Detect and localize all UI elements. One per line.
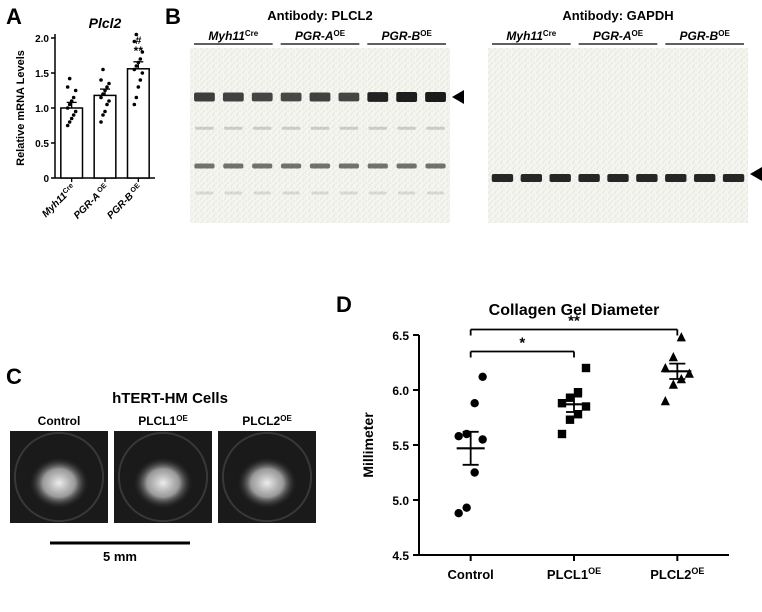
svg-text:Plcl2: Plcl2 [89,15,122,31]
svg-text:**: ** [134,44,144,58]
svg-text:PGR-B OE: PGR-B OE [105,182,145,222]
svg-text:6.5: 6.5 [392,329,409,343]
panel-d-label: D [336,292,352,318]
svg-text:PLCL2OE: PLCL2OE [650,566,704,582]
svg-text:PGR-AOE: PGR-AOE [295,29,346,44]
svg-text:5.5: 5.5 [392,439,409,453]
panel-b-label: B [165,4,181,30]
svg-text:6.0: 6.0 [392,384,409,398]
svg-text:1.0: 1.0 [35,104,49,115]
svg-text:Antibody: PLCL2: Antibody: PLCL2 [267,8,372,23]
panel-a-chart: Plcl200.51.01.52.0Relative mRNA LevelsMy… [10,10,165,275]
svg-text:Relative mRNA Levels: Relative mRNA Levels [15,50,27,166]
svg-text:Control: Control [448,567,494,582]
svg-text:*: * [519,335,525,352]
panel-c-label: C [6,364,22,390]
svg-text:Myh11Cre: Myh11Cre [208,29,258,44]
svg-text:Myh11Cre: Myh11Cre [506,29,556,44]
svg-text:0: 0 [43,174,49,185]
svg-text:4.5: 4.5 [392,549,409,563]
svg-text:PGR-A OE: PGR-A OE [72,182,112,222]
svg-text:1.5: 1.5 [35,69,49,80]
panel-d-chart: Collagen Gel Diameter4.55.05.56.06.5Mill… [355,295,755,610]
svg-text:**: ** [568,313,580,330]
svg-text:Antibody: GAPDH: Antibody: GAPDH [562,8,673,23]
svg-text:5 mm: 5 mm [103,549,137,564]
panel-c-images: Control PLCL1OE PLCL2OE 5 mm [10,413,330,573]
svg-text:PLCL1OE: PLCL1OE [547,566,601,582]
svg-text:PLCL2OE: PLCL2OE [242,414,292,429]
panel-b-blots: Antibody: PLCL2 Antibody: GAPDH Myh11Cre PG… [182,6,752,236]
svg-text:5.0: 5.0 [392,494,409,508]
svg-text:PGR-BOE: PGR-BOE [680,29,731,44]
svg-text:PLCL1OE: PLCL1OE [138,414,188,429]
svg-text:PGR-BOE: PGR-BOE [382,29,433,44]
svg-text:2.0: 2.0 [35,34,49,45]
svg-text:PGR-AOE: PGR-AOE [593,29,644,44]
svg-text:Millimeter: Millimeter [360,412,376,478]
panel-c-title: hTERT-HM Cells [10,390,330,407]
svg-text:0.5: 0.5 [35,139,49,150]
svg-text:Control: Control [38,414,81,428]
